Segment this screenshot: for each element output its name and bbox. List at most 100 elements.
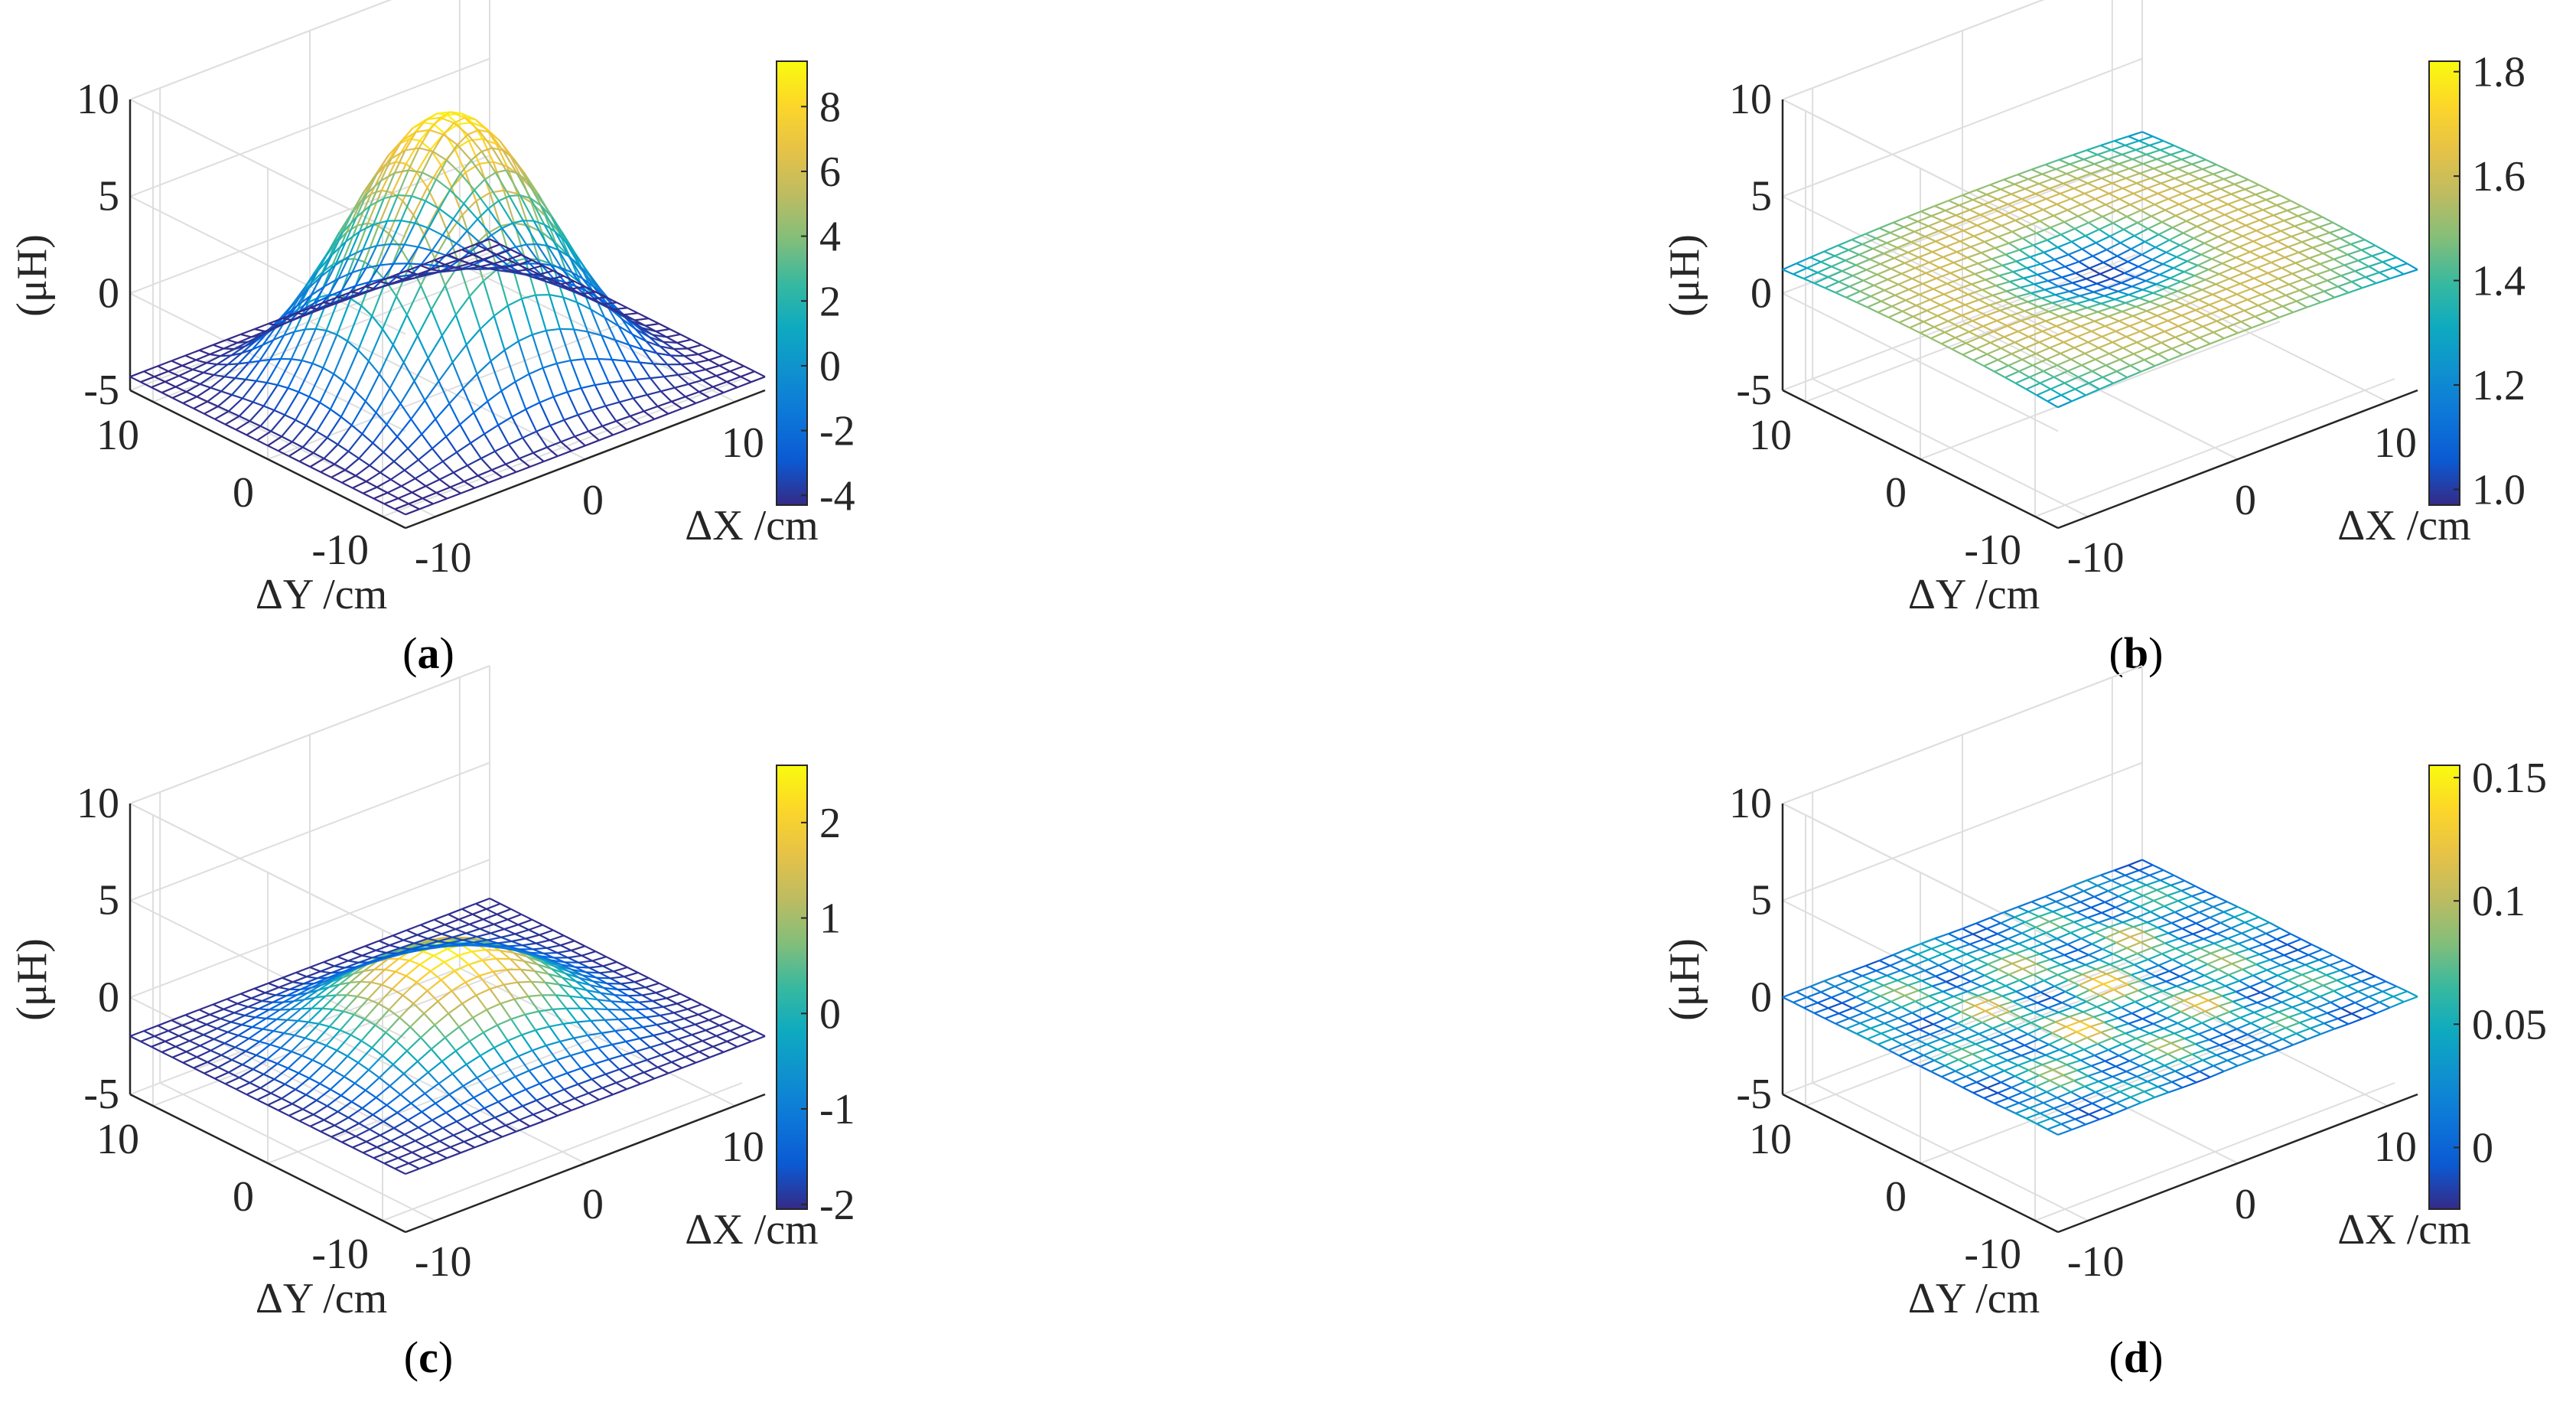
mesh-segment	[624, 1001, 637, 1011]
mesh-segment	[2333, 253, 2348, 260]
mesh-segment	[2231, 224, 2246, 232]
mesh-segment	[154, 376, 166, 383]
mesh-segment	[225, 415, 240, 425]
mesh-segment	[530, 202, 543, 233]
mesh-segment	[350, 298, 362, 307]
mesh-segment	[500, 380, 516, 392]
mesh-segment	[1820, 255, 1835, 263]
mesh-segment	[406, 924, 421, 931]
mesh-segment	[618, 1068, 631, 1078]
mesh-segment	[521, 1029, 536, 1036]
mesh-segment	[1968, 1027, 1980, 1035]
mesh-segment	[241, 1016, 256, 1026]
mesh-segment	[496, 957, 508, 970]
mesh-segment	[189, 371, 204, 381]
mesh-segment	[2001, 264, 2014, 273]
mesh-segment	[546, 944, 561, 949]
mesh-segment	[2104, 1017, 2118, 1023]
mesh-segment	[405, 975, 418, 983]
mesh-segment	[344, 217, 357, 243]
mesh-segment	[1909, 1060, 1921, 1068]
mesh-segment	[2174, 1065, 2190, 1072]
mesh-segment	[375, 387, 391, 413]
mesh-segment	[509, 155, 522, 178]
mesh-segment	[1851, 964, 1866, 972]
mesh-segment	[506, 305, 519, 342]
mesh-segment	[2091, 204, 2106, 211]
mesh-segment	[673, 348, 686, 357]
mesh-segment	[263, 405, 275, 412]
mesh-segment	[1855, 264, 1868, 271]
mesh-segment	[405, 147, 419, 152]
mesh-segment	[2382, 256, 2397, 263]
mesh-segment	[1904, 994, 1917, 1003]
mesh-segment	[2010, 1049, 2022, 1057]
mesh-segment	[613, 966, 628, 973]
mesh-segment	[206, 1018, 221, 1025]
mesh-segment	[358, 1123, 370, 1130]
mesh-segment	[684, 1013, 699, 1020]
mesh-segment	[751, 376, 766, 383]
mesh-segment	[2152, 286, 2167, 294]
mesh-segment	[718, 1024, 731, 1032]
mesh-segment	[589, 276, 605, 296]
mesh-segment	[2146, 310, 2158, 317]
mesh-segment	[302, 446, 314, 454]
mesh-segment	[1915, 995, 1930, 1003]
mesh-segment	[182, 396, 197, 404]
mesh-segment	[2055, 1016, 2070, 1023]
mesh-segment	[552, 396, 565, 421]
mesh-segment	[2084, 187, 2099, 194]
mesh-segment	[372, 442, 384, 453]
mesh-segment	[2016, 1027, 2028, 1035]
mesh-segment	[549, 1088, 565, 1096]
mesh-segment	[504, 340, 519, 351]
mesh-segment	[2034, 315, 2047, 322]
mesh-segment	[2208, 269, 2219, 276]
mesh-segment	[2070, 315, 2085, 322]
mesh-segment	[510, 1019, 523, 1035]
mesh-segment	[590, 308, 603, 336]
mesh-segment	[513, 158, 529, 181]
mesh-segment	[688, 1040, 703, 1047]
mesh-segment	[580, 1068, 593, 1080]
mesh-segment	[2014, 1075, 2026, 1083]
mesh-segment	[237, 1003, 249, 1008]
mesh-segment	[2049, 1074, 2064, 1081]
mesh-segment	[428, 1127, 444, 1136]
mesh-segment	[601, 1030, 616, 1034]
panel-d: -10 0 10 10 0 -10 10 5 0 -5 ΔX /cm ΔY /cm (μH) 0.15 0.…	[1660, 665, 2547, 1393]
mesh-segment	[154, 370, 169, 378]
mesh-segment	[1988, 1038, 2001, 1046]
mesh-segment	[705, 368, 717, 377]
mesh-segment	[2267, 267, 2282, 274]
mesh-segment	[435, 1146, 451, 1154]
mesh-segment	[217, 1021, 232, 1029]
mesh-segment	[1943, 1022, 1959, 1030]
mesh-segment	[2023, 277, 2035, 285]
mesh-segment	[2357, 259, 2369, 268]
mesh-segment	[1975, 304, 1990, 311]
mesh-segment	[449, 173, 461, 191]
mesh-segment	[2176, 256, 2188, 262]
mesh-segment	[276, 358, 292, 386]
mesh-segment	[2070, 192, 2085, 200]
mesh-segment	[2153, 1059, 2165, 1067]
mesh-segment	[2287, 205, 2302, 212]
mesh-segment	[193, 1061, 208, 1069]
mesh-segment	[671, 400, 683, 409]
mesh-segment	[1960, 272, 1975, 280]
mesh-segment	[1948, 200, 1960, 207]
mesh-segment	[244, 1008, 259, 1016]
mesh-segment	[549, 275, 565, 280]
mesh-segment	[1996, 1054, 2008, 1061]
mesh-segment	[2053, 1064, 2067, 1071]
mesh-segment	[2226, 282, 2241, 290]
mesh-segment	[2020, 1016, 2032, 1024]
mesh-segment	[462, 373, 478, 390]
mesh-segment	[2112, 341, 2124, 349]
mesh-segment	[2224, 214, 2236, 221]
mesh-segment	[2125, 144, 2136, 151]
mesh-segment	[337, 272, 353, 280]
mesh-segment	[2045, 1054, 2057, 1061]
